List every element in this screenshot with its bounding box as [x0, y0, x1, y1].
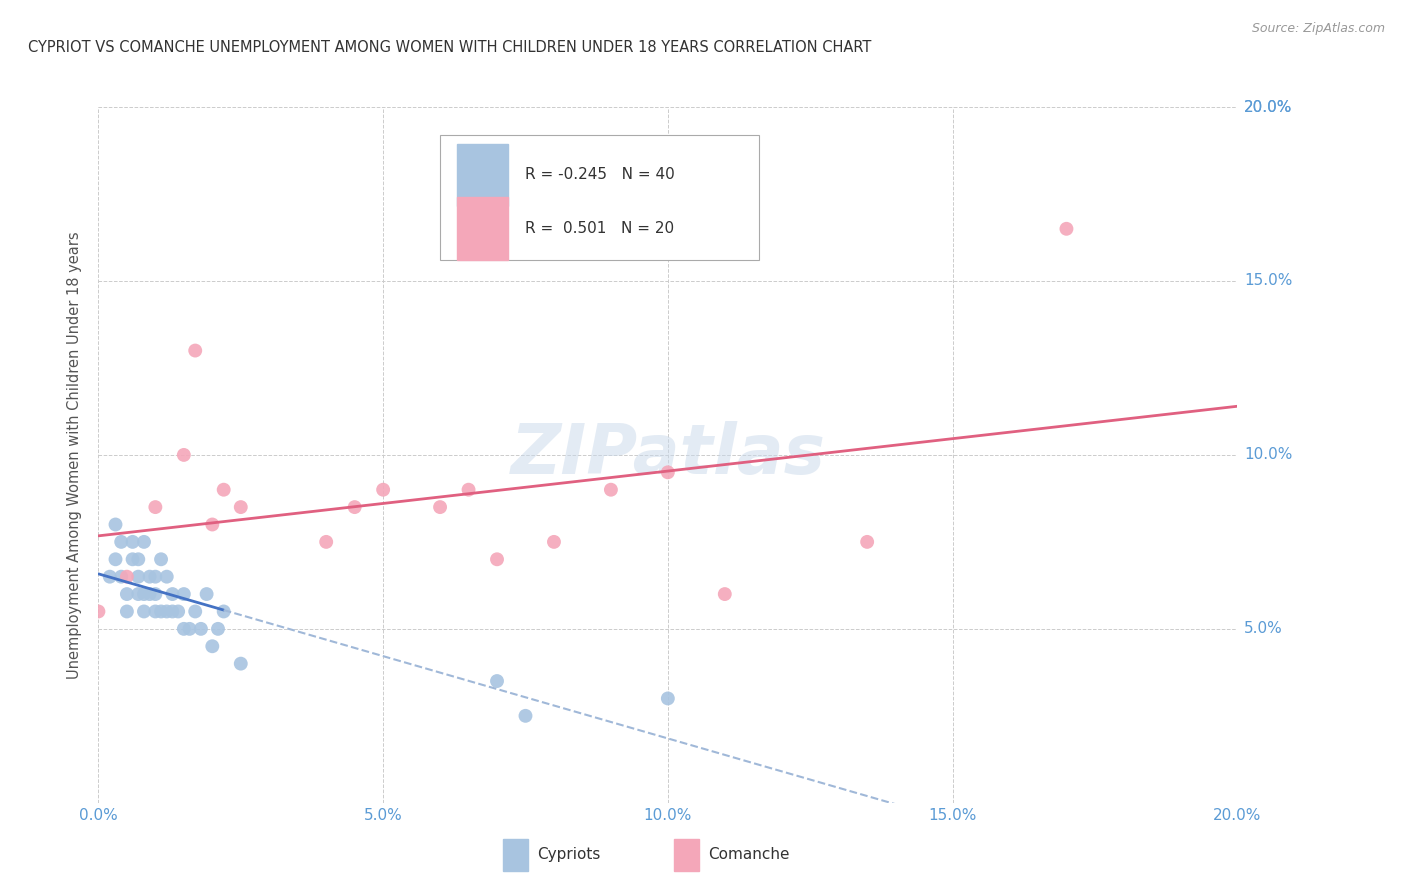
- Point: [486, 552, 509, 566]
- Point: [373, 483, 395, 497]
- Point: [600, 483, 623, 497]
- Point: [132, 534, 155, 549]
- Text: 20.0%: 20.0%: [1244, 100, 1292, 114]
- Point: [156, 605, 179, 619]
- Point: [162, 587, 184, 601]
- Text: R =  0.501   N = 20: R = 0.501 N = 20: [526, 221, 675, 236]
- Text: R = -0.245   N = 40: R = -0.245 N = 40: [526, 168, 675, 183]
- Point: [127, 587, 149, 601]
- Point: [145, 605, 167, 619]
- Point: [657, 691, 679, 706]
- Point: [110, 534, 132, 549]
- Point: [184, 605, 207, 619]
- Point: [121, 534, 143, 549]
- Point: [657, 466, 679, 480]
- Point: [132, 605, 155, 619]
- Text: 5.0%: 5.0%: [1244, 622, 1284, 636]
- Point: [167, 605, 190, 619]
- Point: [486, 674, 509, 689]
- Bar: [503, 839, 527, 871]
- Point: [121, 552, 143, 566]
- Point: [856, 534, 879, 549]
- Point: [201, 639, 224, 653]
- Point: [115, 587, 138, 601]
- Text: Source: ZipAtlas.com: Source: ZipAtlas.com: [1251, 22, 1385, 36]
- Bar: [457, 197, 509, 260]
- Point: [156, 570, 179, 584]
- Point: [132, 587, 155, 601]
- Text: 10.0%: 10.0%: [1244, 448, 1292, 462]
- Point: [104, 517, 127, 532]
- Point: [150, 605, 173, 619]
- Point: [127, 552, 149, 566]
- Point: [207, 622, 229, 636]
- Point: [145, 587, 167, 601]
- Point: [173, 448, 195, 462]
- Text: Cypriots: Cypriots: [537, 847, 600, 863]
- Point: [173, 587, 195, 601]
- Point: [229, 500, 252, 514]
- Point: [145, 500, 167, 514]
- Point: [315, 534, 337, 549]
- Point: [201, 517, 224, 532]
- Point: [343, 500, 366, 514]
- Text: ZIPatlas: ZIPatlas: [510, 421, 825, 489]
- Point: [173, 622, 195, 636]
- Text: CYPRIOT VS COMANCHE UNEMPLOYMENT AMONG WOMEN WITH CHILDREN UNDER 18 YEARS CORREL: CYPRIOT VS COMANCHE UNEMPLOYMENT AMONG W…: [28, 40, 872, 55]
- Point: [138, 587, 160, 601]
- Point: [184, 343, 207, 358]
- Point: [115, 570, 138, 584]
- Point: [87, 605, 110, 619]
- Point: [714, 587, 737, 601]
- Bar: [673, 839, 699, 871]
- Point: [145, 570, 167, 584]
- Point: [150, 552, 173, 566]
- Point: [127, 570, 149, 584]
- Point: [190, 622, 212, 636]
- Point: [212, 605, 235, 619]
- Point: [457, 483, 479, 497]
- Text: 15.0%: 15.0%: [1244, 274, 1292, 288]
- Point: [1056, 221, 1078, 235]
- Point: [110, 570, 132, 584]
- FancyBboxPatch shape: [440, 135, 759, 260]
- Point: [543, 534, 565, 549]
- Point: [138, 570, 160, 584]
- Point: [98, 570, 121, 584]
- Text: Comanche: Comanche: [707, 847, 789, 863]
- Bar: [457, 144, 509, 206]
- Text: 20.0%: 20.0%: [1244, 100, 1292, 114]
- Point: [115, 605, 138, 619]
- Point: [212, 483, 235, 497]
- Point: [515, 708, 537, 723]
- Point: [162, 605, 184, 619]
- Point: [429, 500, 451, 514]
- Point: [179, 622, 201, 636]
- Point: [195, 587, 218, 601]
- Point: [104, 552, 127, 566]
- Point: [229, 657, 252, 671]
- Y-axis label: Unemployment Among Women with Children Under 18 years: Unemployment Among Women with Children U…: [67, 231, 83, 679]
